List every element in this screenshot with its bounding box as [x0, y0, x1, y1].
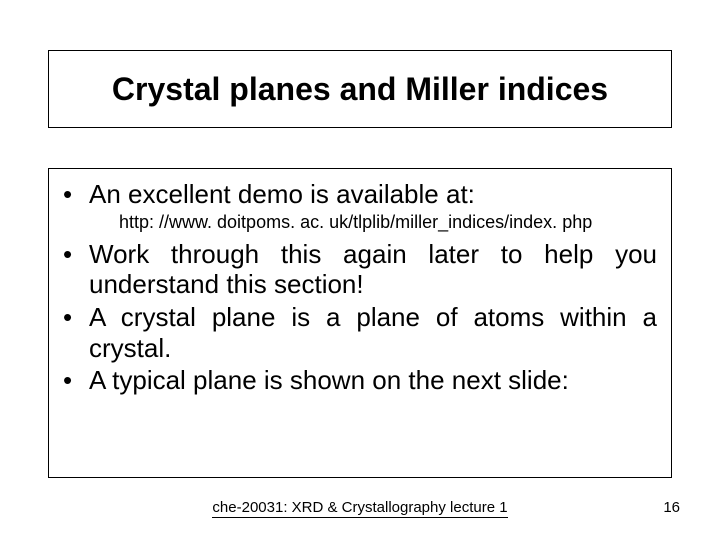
- bullet-marker: •: [63, 239, 89, 300]
- footer-center: che-20031: XRD & Crystallography lecture…: [0, 499, 720, 516]
- bullet-item: • Work through this again later to help …: [63, 239, 657, 300]
- bullet-text: An excellent demo is available at:: [89, 179, 657, 210]
- body-box: • An excellent demo is available at: htt…: [48, 168, 672, 478]
- footer-center-text: che-20031: XRD & Crystallography lecture…: [212, 499, 507, 518]
- bullet-item: • A typical plane is shown on the next s…: [63, 365, 657, 396]
- title-box: Crystal planes and Miller indices: [48, 50, 672, 128]
- bullet-marker: •: [63, 365, 89, 396]
- bullet-subtext: http: //www. doitpoms. ac. uk/tlplib/mil…: [119, 212, 657, 233]
- bullet-text: A typical plane is shown on the next sli…: [89, 365, 657, 396]
- slide: Crystal planes and Miller indices • An e…: [0, 0, 720, 540]
- bullet-item: • A crystal plane is a plane of atoms wi…: [63, 302, 657, 363]
- bullet-marker: •: [63, 179, 89, 210]
- bullet-text: Work through this again later to help yo…: [89, 239, 657, 300]
- slide-title: Crystal planes and Miller indices: [112, 71, 608, 108]
- page-number: 16: [663, 499, 680, 516]
- bullet-text: A crystal plane is a plane of atoms with…: [89, 302, 657, 363]
- bullet-marker: •: [63, 302, 89, 363]
- bullet-item: • An excellent demo is available at:: [63, 179, 657, 210]
